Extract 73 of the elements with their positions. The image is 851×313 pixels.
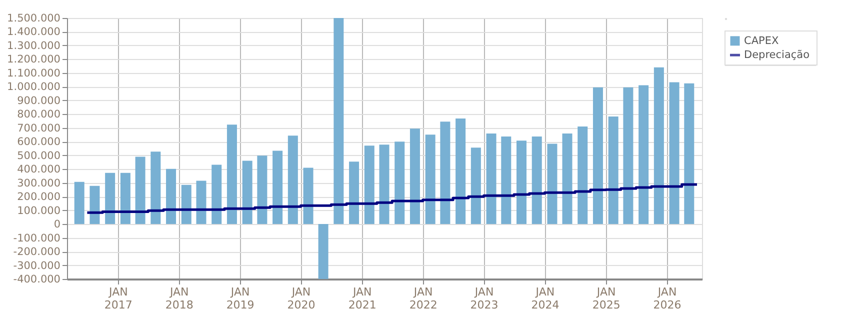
bar [608,116,618,224]
x-tick-label: JAN 2022 [409,286,438,312]
bar [638,85,649,224]
bar [592,87,603,224]
bar [669,82,680,224]
x-tick-label: JAN 2026 [653,286,682,312]
bar [516,140,527,224]
y-tick-label: 200.000 [17,191,60,204]
bar [364,146,374,224]
y-tick-label: 1.300.000 [7,40,60,52]
bar [272,150,283,224]
bar [456,118,466,224]
bar [135,156,146,224]
y-tick-label: 1.500.000 [7,12,60,24]
x-tick-label: JAN 2019 [226,286,254,312]
bar [212,164,222,224]
bar [181,184,192,224]
y-tick-label: 900.000 [17,94,60,107]
bar [90,186,100,224]
y-tick-label: 600.000 [17,136,60,148]
bar [532,136,542,224]
y-tick-label: -100.000 [13,232,60,244]
bar [288,136,298,224]
y-tick-label: 700.000 [17,122,60,134]
y-tick-label: 1.400.000 [7,26,60,38]
x-tick-label: JAN 2018 [165,286,194,312]
x-tick-label: JAN 2023 [470,286,498,312]
bar [150,152,161,224]
bar [440,122,450,224]
bar [242,160,252,224]
y-tick-label: -300.000 [13,260,60,272]
bar [318,224,328,279]
y-tick-label: 0 [54,218,60,231]
bar [334,18,344,224]
bar [654,67,664,224]
bar [425,134,436,224]
x-tick-label: JAN 2017 [104,286,132,312]
y-tick-label: 400.000 [17,164,60,176]
bar [349,162,360,224]
bar [166,168,176,224]
bar [120,172,130,224]
x-tick-label: JAN 2025 [592,286,620,312]
legend-label: Depreciação [744,49,810,62]
legend-label: CAPEX [744,34,779,47]
bar [196,180,206,224]
y-tick-label: 1.000.000 [7,81,60,94]
x-tick-label: JAN 2024 [531,286,560,312]
bar [684,83,694,224]
y-tick-label: -400.000 [13,274,60,286]
bar [562,134,572,224]
y-tick-label: 1.200.000 [7,54,60,66]
bar [410,128,420,224]
bar [257,156,268,224]
bar [226,124,237,224]
y-tick-label: -200.000 [13,246,60,258]
bar [578,126,588,224]
bar [74,182,84,224]
x-tick-label: JAN 2020 [287,286,316,312]
y-tick-label: 300.000 [17,177,60,190]
bar [394,142,405,224]
x-tick-label: JAN 2021 [348,286,376,312]
bar [470,148,481,224]
y-tick-label: 1.100.000 [7,67,60,80]
bar [303,168,314,224]
bar [623,87,634,224]
bar [379,144,390,224]
bar [105,172,116,224]
bar [486,134,496,224]
bar [501,136,512,224]
y-tick-label: 100.000 [17,204,60,217]
y-tick-label: 800.000 [17,108,60,121]
bar [547,144,558,224]
y-tick-label: 500.000 [17,150,60,162]
